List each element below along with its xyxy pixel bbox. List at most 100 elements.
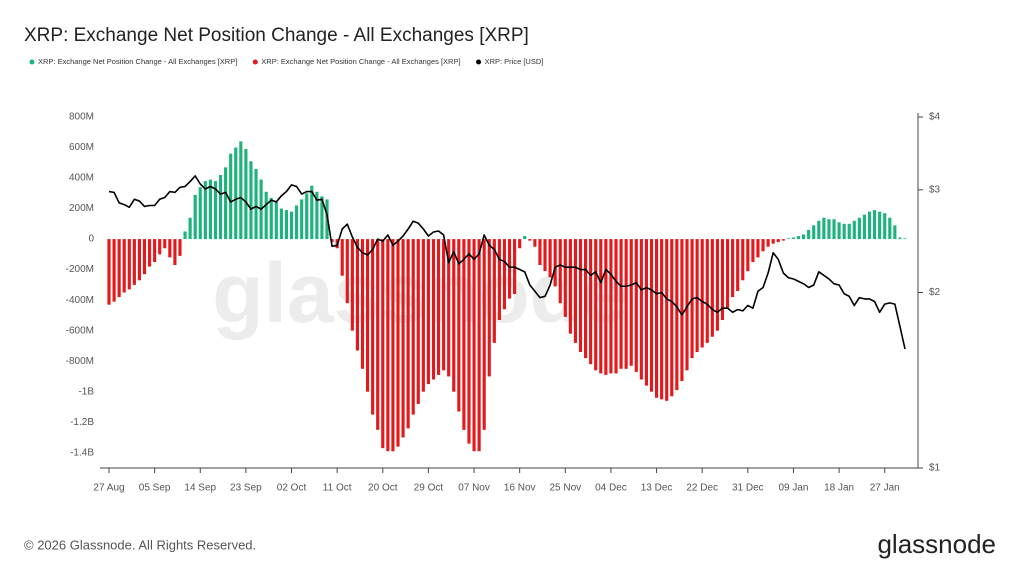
bar bbox=[857, 217, 861, 240]
y-tick-label: 600M bbox=[69, 142, 94, 153]
bar bbox=[198, 187, 202, 240]
bar bbox=[649, 239, 654, 392]
bar bbox=[589, 239, 593, 365]
bar bbox=[183, 231, 187, 240]
bar bbox=[786, 238, 790, 240]
x-tick-label: 31 Dec bbox=[732, 483, 764, 494]
bar bbox=[203, 181, 207, 240]
x-tick-label: 16 Nov bbox=[504, 483, 536, 494]
legend-label: XRP: Exchange Net Position Change - All … bbox=[261, 57, 460, 66]
bar bbox=[117, 239, 121, 298]
y-tick-label: 400M bbox=[69, 173, 94, 184]
bar bbox=[396, 239, 400, 447]
x-tick-label: 13 Dec bbox=[641, 483, 673, 494]
x-tick-label: 05 Sep bbox=[139, 483, 171, 494]
x-tick-label: 09 Jan bbox=[778, 483, 808, 494]
bar bbox=[573, 239, 578, 343]
bar bbox=[249, 161, 253, 240]
bar bbox=[791, 237, 796, 240]
bar bbox=[629, 239, 633, 366]
bar bbox=[822, 217, 826, 240]
bar bbox=[644, 239, 648, 386]
logo: glassnode bbox=[877, 529, 996, 559]
bar bbox=[330, 239, 334, 243]
bar bbox=[604, 239, 608, 375]
bar bbox=[654, 239, 659, 398]
bar bbox=[173, 239, 177, 266]
bar bbox=[842, 223, 846, 240]
bar bbox=[680, 239, 684, 382]
footer: © 2026 Glassnode. All Rights Reserved. bbox=[24, 537, 256, 552]
bar bbox=[218, 174, 223, 240]
bar bbox=[548, 239, 552, 278]
bar bbox=[122, 239, 126, 293]
bar bbox=[578, 239, 583, 353]
bar bbox=[558, 239, 562, 304]
bar bbox=[386, 239, 390, 452]
x-tick-label: 27 Aug bbox=[93, 483, 124, 494]
bar bbox=[837, 222, 841, 240]
bar bbox=[715, 239, 719, 331]
plot-area: 800M 600M 400M 200M 0 -200M -400M -600M -800M -1B… bbox=[66, 112, 941, 494]
bar bbox=[832, 219, 836, 240]
y-tick-label: -1.2B bbox=[70, 417, 94, 428]
bar bbox=[127, 239, 131, 290]
bar bbox=[766, 239, 770, 247]
y2-tick-label: $4 bbox=[929, 112, 941, 123]
bar bbox=[239, 141, 243, 240]
bar bbox=[416, 239, 420, 404]
x-tick-label: 29 Oct bbox=[414, 483, 444, 494]
bar bbox=[234, 147, 238, 240]
y-tick-label: -400M bbox=[66, 295, 94, 306]
bar bbox=[295, 205, 299, 240]
bar bbox=[878, 211, 882, 240]
bar bbox=[802, 234, 806, 240]
bar bbox=[903, 238, 907, 240]
y2-tick-label: $1 bbox=[929, 463, 941, 474]
y-tick-label: -800M bbox=[66, 356, 94, 367]
bar bbox=[599, 239, 603, 374]
bar bbox=[436, 239, 441, 375]
bar bbox=[381, 239, 385, 449]
bar bbox=[543, 239, 547, 272]
bar bbox=[609, 239, 613, 374]
bar bbox=[447, 239, 451, 377]
bar bbox=[665, 239, 669, 401]
bar bbox=[472, 239, 476, 452]
bar bbox=[873, 210, 877, 240]
legend-marker bbox=[29, 59, 35, 65]
bar bbox=[812, 225, 816, 240]
bar bbox=[310, 185, 314, 240]
y2-tick-label: $3 bbox=[929, 184, 941, 195]
bar bbox=[340, 239, 344, 276]
bar bbox=[634, 239, 638, 372]
bar bbox=[893, 225, 897, 240]
legend-label: XRP: Price [USD] bbox=[485, 57, 544, 66]
bar bbox=[888, 217, 892, 240]
bar bbox=[624, 239, 628, 369]
bar bbox=[817, 220, 821, 240]
bar bbox=[725, 239, 730, 308]
bar bbox=[796, 236, 801, 240]
bar bbox=[619, 239, 623, 369]
bar bbox=[594, 239, 598, 371]
bar bbox=[213, 181, 218, 240]
y-tick-label: -1.4B bbox=[70, 447, 94, 458]
bar bbox=[538, 239, 542, 266]
bar bbox=[462, 239, 466, 430]
bar bbox=[771, 239, 775, 244]
bar bbox=[376, 239, 380, 430]
bar bbox=[731, 239, 735, 298]
x-tick-label: 25 Nov bbox=[549, 483, 581, 494]
bar bbox=[523, 236, 527, 240]
y-tick-label: -1B bbox=[78, 386, 94, 397]
bar bbox=[553, 239, 557, 287]
bar bbox=[847, 223, 851, 240]
bar bbox=[401, 239, 405, 438]
y-tick-label: -600M bbox=[66, 325, 94, 336]
bar bbox=[320, 196, 324, 240]
bar bbox=[898, 237, 902, 240]
bar bbox=[366, 239, 370, 392]
bar bbox=[670, 239, 674, 397]
